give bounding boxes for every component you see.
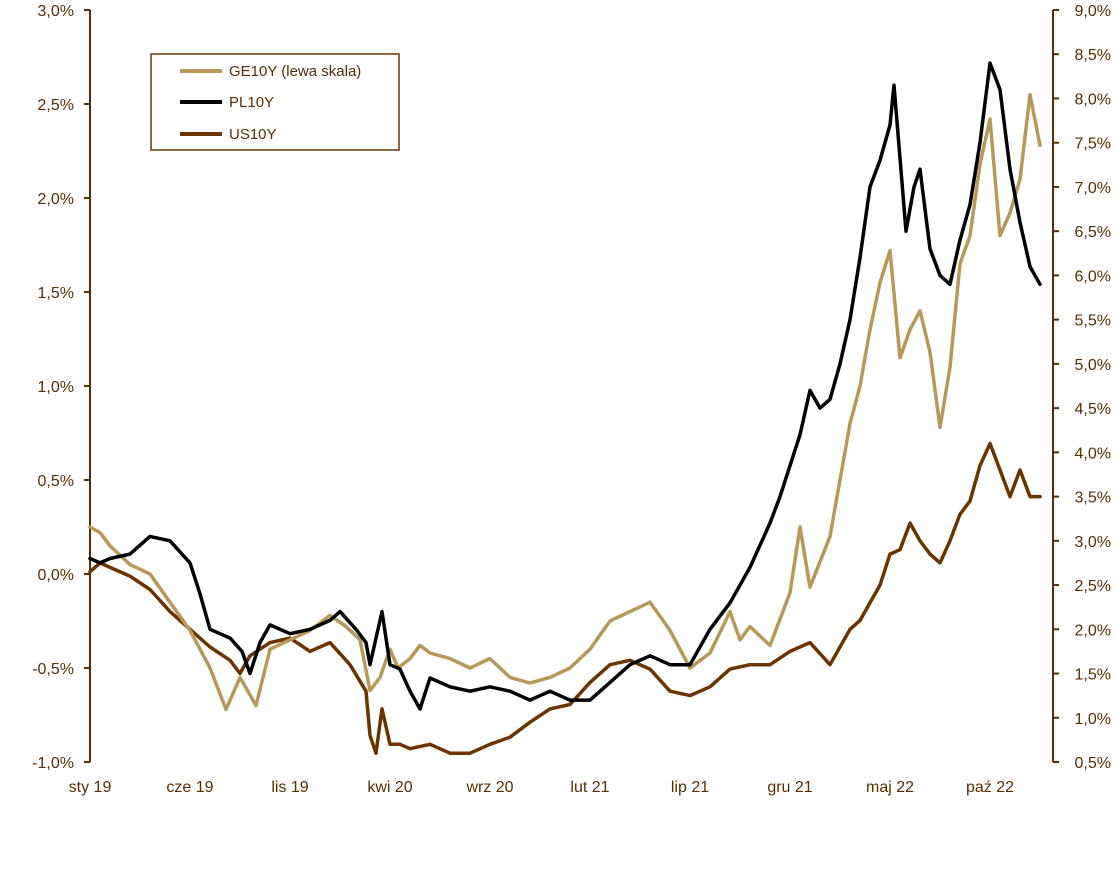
right-tick-label: 6,0% [1075,268,1111,285]
right-tick-label: 9,0% [1075,3,1111,20]
right-tick-label: 2,0% [1075,622,1111,639]
x-tick-label: paź 22 [966,779,1014,796]
right-tick-label: 4,0% [1075,445,1111,462]
right-tick-label: 2,5% [1075,578,1111,595]
left-tick-label: 0,5% [38,473,74,490]
right-tick-label: 7,5% [1075,136,1111,153]
left-tick-label: 0,0% [38,567,74,584]
series-line-ge10y [88,92,1042,712]
legend-label-ge10y: GE10Y (lewa skala) [229,63,361,80]
x-tick-label: sty 19 [69,779,112,796]
x-tick-label: lis 19 [271,779,308,796]
right-tick-label: 4,5% [1075,401,1111,418]
right-tick-label: 1,5% [1075,667,1111,684]
left-tick-label: 1,5% [38,285,74,302]
series-group [88,61,1042,755]
legend: GE10Y (lewa skala) PL10Y US10Y [150,53,400,151]
x-tick-label: lut 21 [570,779,609,796]
x-tick-label: kwi 20 [367,779,412,796]
x-axis-ticks: sty 19 cze 19 lis 19 kwi 20 wrz 20 lut 21 lip … [69,779,1014,796]
right-tick-label: 3,0% [1075,534,1111,551]
left-tick-label: 1,0% [38,379,74,396]
left-tick-label: -0,5% [32,661,74,678]
left-tick-label: -1,0% [32,755,74,772]
right-tick-label: 0,5% [1075,755,1111,772]
left-axis-ticks: -1,0% -0,5% 0,0% 0,5% 1,0% 1,5% 2,0% 2,5% 3,0% [32,3,90,772]
right-tick-label: 3,5% [1075,490,1111,507]
legend-label-us10y: US10Y [229,126,277,143]
left-tick-label: 2,0% [38,191,74,208]
series-line-pl10y [88,61,1042,711]
x-tick-label: gru 21 [767,779,812,796]
right-tick-label: 5,0% [1075,357,1111,374]
right-tick-label: 1,0% [1075,711,1111,728]
left-tick-label: 2,5% [38,97,74,114]
series-line-us10y [88,441,1042,755]
legend-label-pl10y: PL10Y [229,94,274,111]
right-tick-label: 6,5% [1075,224,1111,241]
x-tick-label: maj 22 [866,779,914,796]
x-tick-label: lip 21 [671,779,709,796]
right-tick-label: 8,0% [1075,91,1111,108]
right-tick-label: 5,5% [1075,313,1111,330]
x-tick-label: wrz 20 [465,779,513,796]
right-tick-label: 8,5% [1075,47,1111,64]
left-tick-label: 3,0% [38,3,74,20]
x-tick-label: cze 19 [166,779,213,796]
right-axis-ticks: 0,5% 1,0% 1,5% 2,0% 2,5% 3,0% 3,5% 4,0% 4,5% 5,0%… [1053,3,1111,772]
right-tick-label: 7,0% [1075,180,1111,197]
